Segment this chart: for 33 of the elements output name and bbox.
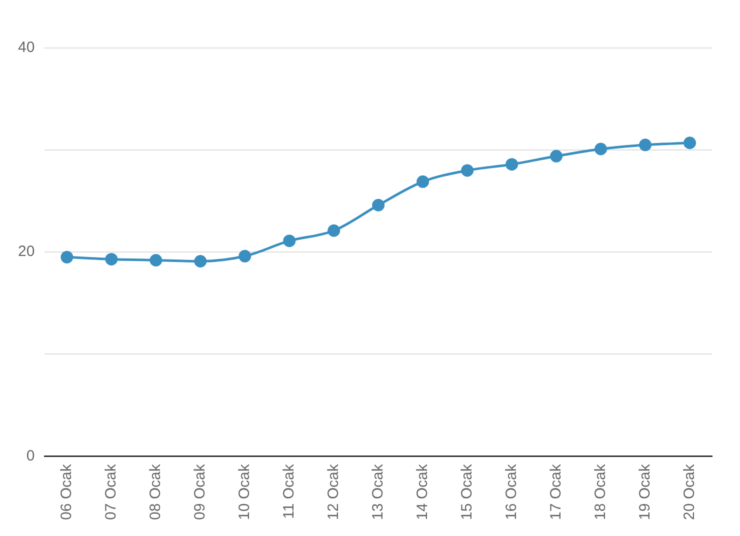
- x-tick-label: 06 Ocak: [58, 464, 76, 520]
- x-tick-label: 17 Ocak: [547, 464, 564, 520]
- y-tick-label: 0: [26, 447, 35, 464]
- x-tick-label: 15 Ocak: [458, 464, 476, 520]
- point: [60, 250, 74, 264]
- point: [372, 198, 385, 212]
- point: [238, 250, 252, 262]
- point: [283, 234, 296, 248]
- x-tick-label: 12 Ocak: [324, 464, 342, 520]
- y-tick-label: 40: [18, 39, 35, 56]
- x-tick-label: 14 Ocak: [414, 464, 431, 520]
- point: [506, 158, 518, 171]
- point: [328, 224, 340, 237]
- point: [416, 175, 430, 188]
- x-tick-label: 16 Ocak: [502, 464, 520, 520]
- y-tick-label: 20: [18, 243, 35, 260]
- point: [550, 150, 563, 162]
- point: [461, 164, 474, 177]
- x-tick-label: 08 Ocak: [147, 464, 164, 520]
- point: [150, 254, 162, 266]
- point: [594, 142, 608, 156]
- point: [194, 255, 207, 268]
- x-tick-label: 13 Ocak: [369, 464, 386, 520]
- point: [684, 136, 696, 150]
- x-tick-label: 18 Ocak: [592, 464, 609, 520]
- x-tick-label: 07 Ocak: [102, 464, 120, 520]
- x-tick-label: 10 Ocak: [236, 464, 254, 520]
- point: [639, 138, 652, 152]
- x-tick-label: 11 Ocak: [280, 464, 298, 519]
- x-tick-label: 09 Ocak: [192, 464, 209, 520]
- point: [105, 252, 118, 266]
- x-tick-label: 20 Ocak: [680, 464, 698, 520]
- x-tick-label: 19 Ocak: [636, 464, 654, 520]
